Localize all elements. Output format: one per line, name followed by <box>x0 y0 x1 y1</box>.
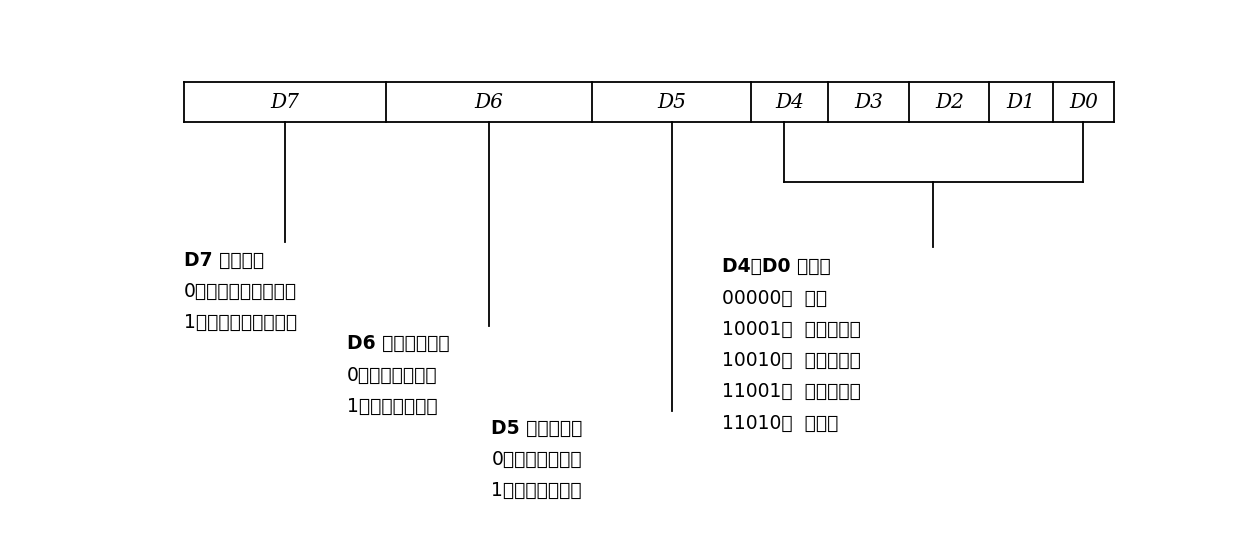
Text: D7: D7 <box>270 92 299 112</box>
Text: D3: D3 <box>854 92 883 112</box>
Text: D6 从站应答标志: D6 从站应答标志 <box>347 334 450 353</box>
Text: 11001：  写日期时间: 11001： 写日期时间 <box>722 382 861 401</box>
Text: D4～D0 功能码: D4～D0 功能码 <box>722 257 831 276</box>
Text: 1：从站发出的应答帧: 1：从站发出的应答帧 <box>184 314 296 332</box>
Text: D5: D5 <box>657 92 686 112</box>
Text: 1：有后续数据帧: 1：有后续数据帧 <box>491 481 582 500</box>
Text: D5 后续帧标志: D5 后续帧标志 <box>491 419 583 438</box>
Text: D0: D0 <box>1069 92 1097 112</box>
Text: 10010：  读二次压降: 10010： 读二次压降 <box>722 351 861 370</box>
Text: D4: D4 <box>775 92 804 112</box>
Text: 0：主站发出的命令帧: 0：主站发出的命令帧 <box>184 282 296 301</box>
Text: D1: D1 <box>1007 92 1035 112</box>
Text: 11010：  清缓存: 11010： 清缓存 <box>722 414 838 433</box>
Text: 0：从站正确应答: 0：从站正确应答 <box>347 365 438 385</box>
Text: 0：无后续数据帧: 0：无后续数据帧 <box>491 450 582 469</box>
Text: D6: D6 <box>475 92 503 112</box>
Text: 00000：  保留: 00000： 保留 <box>722 289 827 307</box>
Text: 10001：  读电测数据: 10001： 读电测数据 <box>722 320 861 339</box>
Text: D7 传送方向: D7 传送方向 <box>184 251 264 270</box>
Text: D2: D2 <box>935 92 963 112</box>
Text: 1：从站异常应答: 1：从站异常应答 <box>347 397 438 416</box>
